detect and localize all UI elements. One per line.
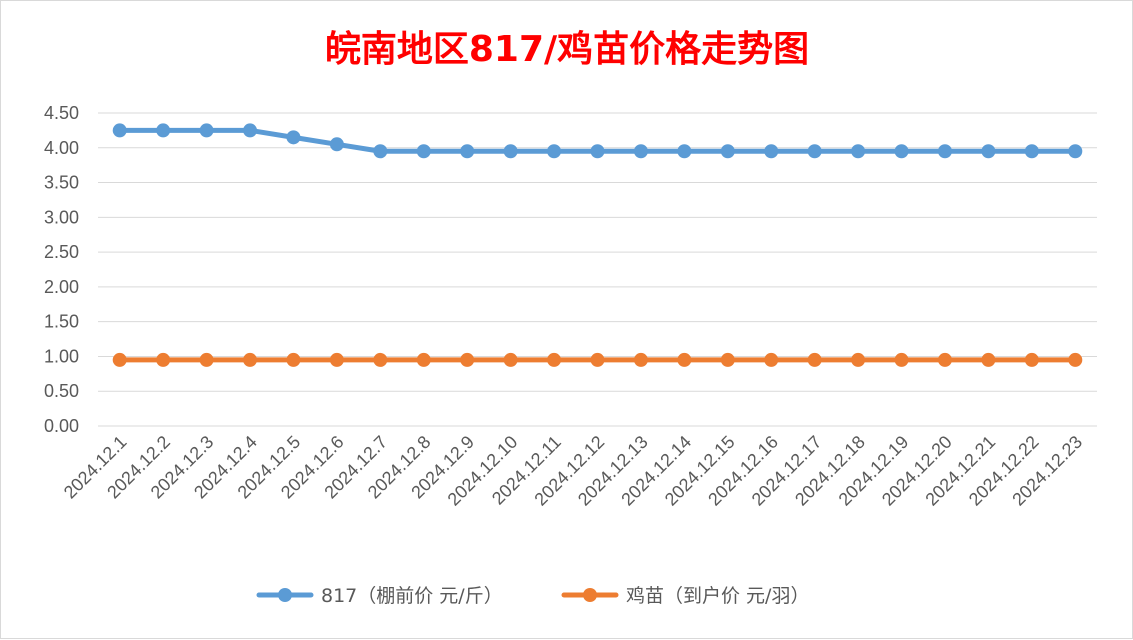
y-tick-label: 1.50 (44, 312, 79, 332)
legend-label: 817（棚前价 元/斤） (321, 585, 503, 607)
data-point (981, 352, 996, 367)
data-point (503, 352, 518, 367)
data-point (590, 144, 605, 159)
data-point (503, 144, 518, 159)
data-point (937, 352, 952, 367)
data-point (1068, 352, 1083, 367)
data-point (894, 352, 909, 367)
data-point (199, 123, 214, 138)
data-point (112, 123, 127, 138)
data-point (1024, 352, 1039, 367)
y-tick-label: 1.00 (44, 346, 79, 366)
data-point (329, 352, 344, 367)
y-axis-ticks: 0.00 0.50 1.00 1.50 2.00 2.50 3.00 3.50 4.00 4.50 (44, 103, 79, 436)
y-tick-label: 0.00 (44, 416, 79, 436)
data-point (373, 352, 388, 367)
data-point (416, 352, 431, 367)
data-point (112, 352, 127, 367)
chart-title: 皖南地区817/鸡苗价格走势图 (325, 29, 809, 70)
legend-swatch-marker (278, 588, 292, 602)
data-point (894, 144, 909, 159)
data-point (764, 352, 779, 367)
y-tick-label: 3.50 (44, 173, 79, 193)
data-point (981, 144, 996, 159)
data-point (851, 352, 866, 367)
data-point (547, 144, 562, 159)
data-point (677, 144, 692, 159)
series-1 (112, 123, 1083, 159)
data-point (807, 352, 822, 367)
data-point (416, 144, 431, 159)
legend-swatch-marker (583, 588, 597, 602)
data-point (851, 144, 866, 159)
data-point (720, 144, 735, 159)
data-point (633, 144, 648, 159)
data-point (937, 144, 952, 159)
data-point (720, 352, 735, 367)
y-tick-label: 3.00 (44, 207, 79, 227)
legend-item: 鸡苗（到户价 元/羽） (561, 585, 809, 607)
data-point (764, 144, 779, 159)
data-point (1068, 144, 1083, 159)
data-point (677, 352, 692, 367)
data-point (807, 144, 822, 159)
data-point (547, 352, 562, 367)
series-layer (112, 123, 1083, 367)
y-tick-label: 2.00 (44, 277, 79, 297)
data-point (243, 123, 258, 138)
y-tick-label: 2.50 (44, 242, 79, 262)
data-point (329, 137, 344, 152)
data-point (633, 352, 648, 367)
data-point (286, 352, 301, 367)
data-point (460, 144, 475, 159)
data-point (373, 144, 388, 159)
y-tick-label: 0.50 (44, 381, 79, 401)
legend-item: 817（棚前价 元/斤） (256, 585, 503, 607)
data-point (286, 130, 301, 145)
x-axis-ticks: 2024.12.12024.12.22024.12.32024.12.42024… (60, 432, 1086, 510)
data-point (156, 352, 171, 367)
legend-label: 鸡苗（到户价 元/羽） (626, 585, 809, 607)
data-point (590, 352, 605, 367)
data-point (243, 352, 258, 367)
data-point (156, 123, 171, 138)
data-point (1024, 144, 1039, 159)
data-point (460, 352, 475, 367)
legend: 817（棚前价 元/斤） 鸡苗（到户价 元/羽） (256, 585, 809, 607)
gridlines (98, 112, 1097, 427)
y-tick-label: 4.00 (44, 138, 79, 158)
series-2 (112, 352, 1083, 367)
data-point (199, 352, 214, 367)
y-tick-label: 4.50 (44, 103, 79, 123)
